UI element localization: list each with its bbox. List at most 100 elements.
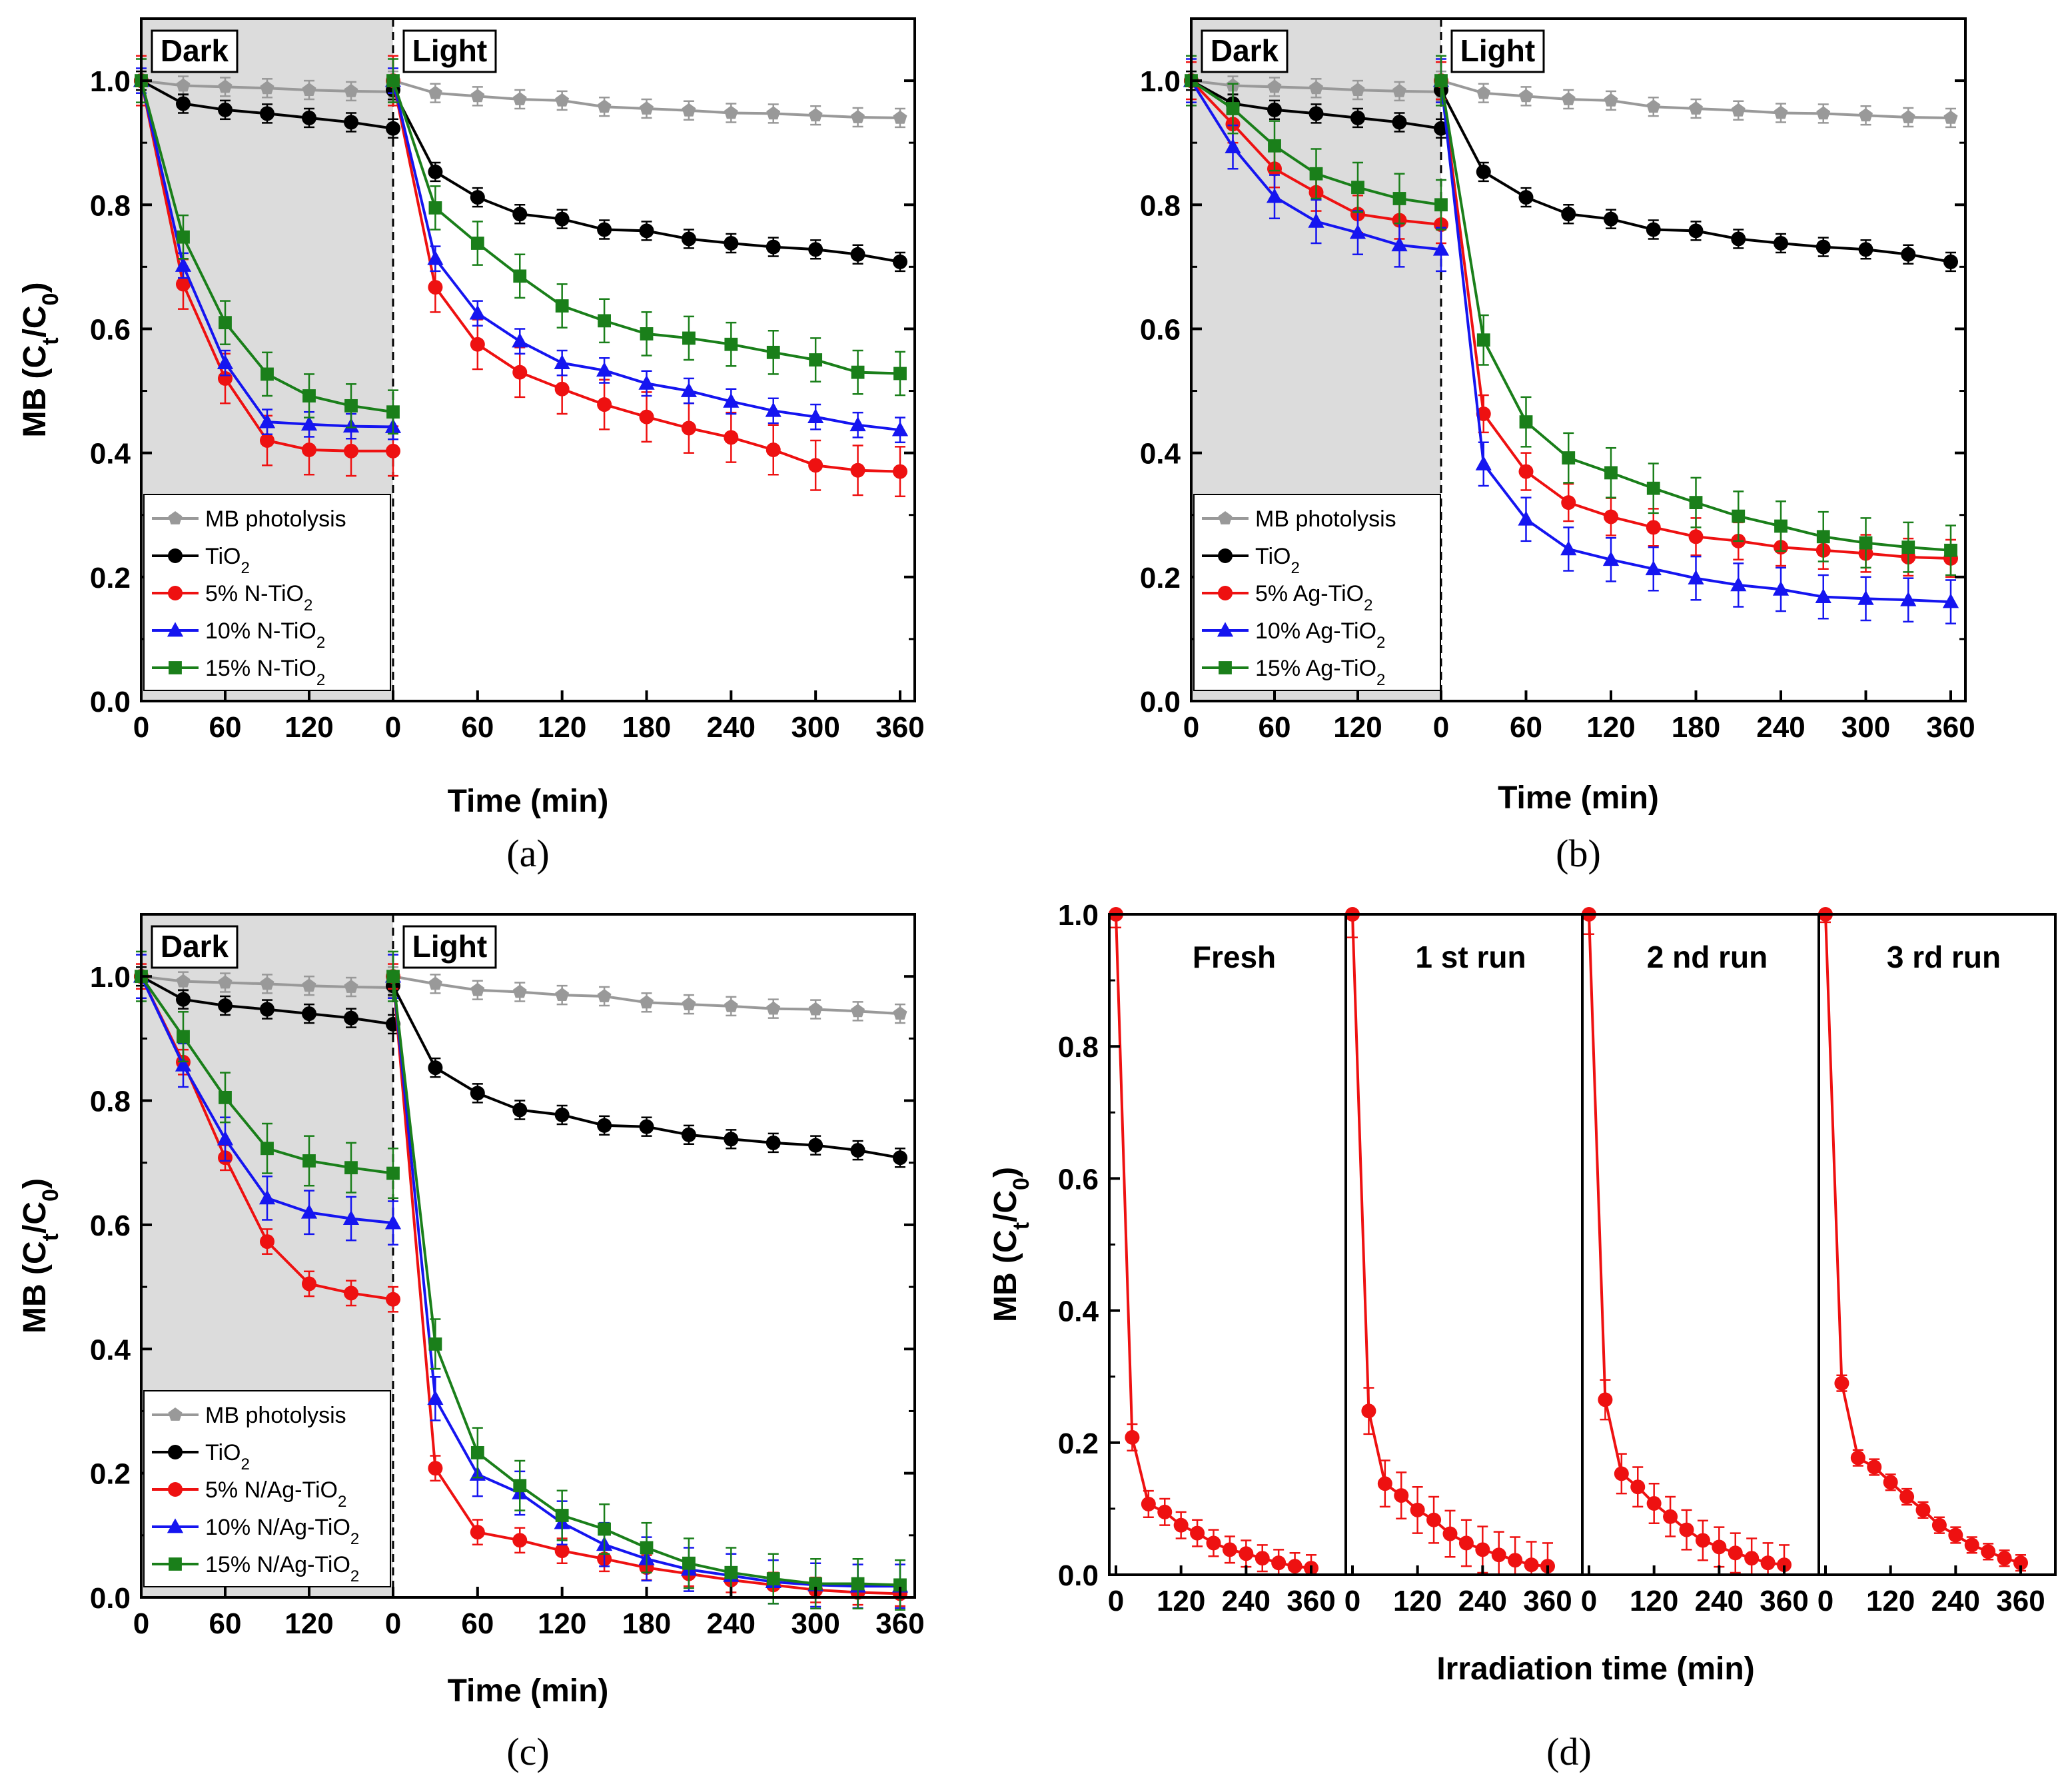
panel-caption: (c) <box>506 1730 549 1773</box>
data-point <box>597 397 612 413</box>
x-tick-label: 360 <box>1523 1585 1572 1617</box>
data-point <box>1679 1522 1694 1537</box>
data-point <box>260 976 274 990</box>
data-point <box>512 333 528 348</box>
data-point <box>1476 333 1490 347</box>
x-tick-label: 120 <box>1630 1585 1678 1617</box>
data-point <box>809 353 823 367</box>
run-label: 3 rd run <box>1887 940 2001 974</box>
y-tick-label: 0.2 <box>90 562 131 594</box>
data-point <box>808 1002 823 1016</box>
y-tick-label: 1.0 <box>1058 899 1099 932</box>
data-point <box>176 974 191 988</box>
data-point <box>639 409 654 425</box>
data-point <box>893 464 907 479</box>
x-axis-title: Time (min) <box>448 784 609 819</box>
x-tick-label: 120 <box>1586 711 1635 744</box>
data-point <box>1476 85 1491 99</box>
data-point <box>1964 1537 1979 1553</box>
y-tick-label: 0.2 <box>90 1458 131 1491</box>
data-point <box>1901 110 1915 123</box>
x-tick-label: 240 <box>1695 1585 1744 1617</box>
data-point <box>302 1006 316 1022</box>
dark-label: Dark <box>161 929 229 964</box>
series-15-n-ag-tio <box>135 950 907 1611</box>
data-point <box>217 355 234 370</box>
data-point <box>851 1577 865 1591</box>
data-point <box>1688 570 1704 585</box>
y-tick-label: 1.0 <box>90 961 131 994</box>
data-point <box>682 331 696 345</box>
data-point <box>893 367 907 381</box>
data-point <box>1731 103 1746 117</box>
data-point <box>638 375 655 390</box>
data-point <box>2013 1555 2028 1571</box>
run-2: 2 nd run <box>1582 907 1792 1576</box>
x-tick-label: 240 <box>1756 711 1805 744</box>
data-point <box>1630 1479 1646 1495</box>
y-tick-label: 0.2 <box>1140 562 1181 594</box>
data-point <box>384 1214 402 1230</box>
data-point <box>386 1166 400 1180</box>
data-point <box>1308 106 1324 121</box>
y-tick-label: 0.0 <box>90 1582 131 1615</box>
data-point <box>1392 192 1406 205</box>
data-point <box>766 1572 780 1585</box>
data-point <box>766 239 781 255</box>
data-point <box>1266 188 1283 203</box>
data-point <box>428 201 442 215</box>
data-point <box>850 462 865 478</box>
data-point <box>1561 207 1576 222</box>
y-tick-label: 0.6 <box>1058 1163 1099 1196</box>
y-tick-label: 0.6 <box>90 1210 131 1242</box>
legend-label-subscript: 2 <box>316 671 325 689</box>
data-point <box>300 416 318 431</box>
data-point <box>640 101 654 115</box>
y-axis-title-part: MB (C <box>988 1230 1023 1322</box>
x-tick-label: 120 <box>284 711 333 744</box>
data-point <box>1351 181 1364 195</box>
data-point <box>1125 1429 1140 1445</box>
data-point <box>1942 593 1959 608</box>
panel-caption: (b) <box>1556 832 1601 875</box>
panel-c: Dark Light 0.0 0.2 0.4 0.6 0.8 1.0 0 60 120 0 60 120 1… <box>17 913 925 1773</box>
data-point <box>597 989 612 1002</box>
y-tick-label: 0.2 <box>1058 1427 1099 1460</box>
data-point <box>597 222 612 237</box>
data-point <box>469 305 486 320</box>
data-point <box>1476 164 1491 179</box>
run-label: 1 st run <box>1415 940 1526 974</box>
data-point <box>218 102 233 117</box>
x-tick-label: 0 <box>385 711 401 744</box>
panel-caption: (d) <box>1546 1730 1592 1773</box>
data-point <box>682 103 696 117</box>
x-tick-label: 300 <box>791 711 839 744</box>
data-point <box>893 254 907 269</box>
data-point <box>175 1056 192 1072</box>
data-point <box>1287 1559 1302 1574</box>
data-point <box>1392 83 1406 97</box>
series-15-ag-tio <box>1185 55 1957 576</box>
data-point <box>470 190 485 205</box>
data-point <box>342 1210 360 1225</box>
data-point <box>1157 1504 1173 1519</box>
x-tick-label: 0 <box>1817 1585 1833 1617</box>
data-point <box>598 1522 611 1536</box>
light-label-box <box>402 925 497 969</box>
run-3: 3 rd run <box>1818 907 2028 1572</box>
data-point <box>1695 1533 1710 1548</box>
data-point <box>554 1107 570 1122</box>
data-point <box>512 1533 528 1548</box>
data-point <box>428 280 443 295</box>
data-point <box>681 421 696 436</box>
data-point <box>598 314 611 328</box>
data-point <box>470 237 484 250</box>
x-tick-label: 0 <box>1344 1585 1360 1617</box>
y-axis-title-part: /C <box>988 1190 1023 1222</box>
x-tick-label: 240 <box>1458 1585 1507 1617</box>
data-point <box>1561 92 1576 105</box>
data-point <box>176 992 191 1007</box>
data-point <box>1646 520 1661 535</box>
data-point <box>1943 110 1958 124</box>
